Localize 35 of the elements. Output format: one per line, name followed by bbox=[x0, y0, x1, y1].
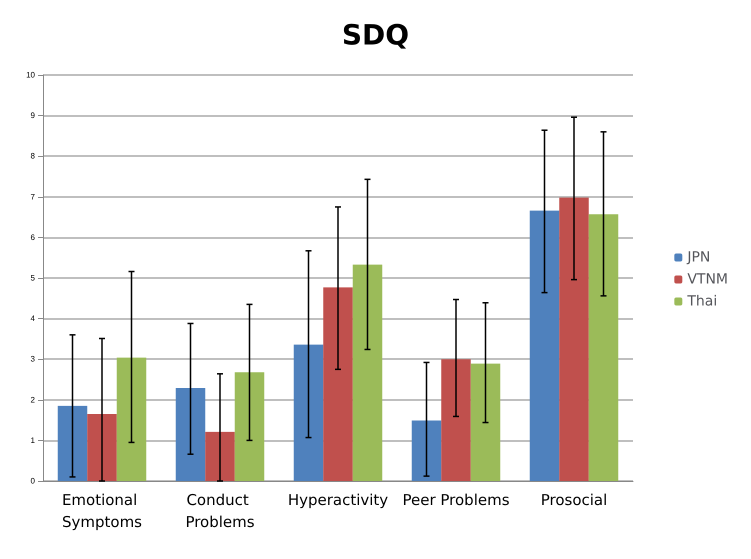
x-tick-label: Conduct Problems bbox=[185, 491, 255, 531]
y-tick-label: 7 bbox=[30, 192, 36, 202]
bar bbox=[58, 406, 88, 481]
bar bbox=[294, 344, 324, 481]
legend-label: Thai bbox=[686, 294, 718, 310]
y-tick-label: 10 bbox=[26, 70, 36, 80]
y-tick-label: 6 bbox=[30, 232, 36, 242]
bar bbox=[588, 214, 618, 481]
legend-label: VTNM bbox=[687, 272, 728, 288]
legend-label: JPN bbox=[686, 250, 710, 266]
bar bbox=[412, 420, 442, 481]
bar bbox=[352, 264, 382, 481]
chart-title: SDQ bbox=[342, 18, 410, 52]
y-tick-label: 3 bbox=[30, 354, 36, 364]
bar bbox=[176, 388, 206, 481]
bar bbox=[323, 287, 353, 481]
bar bbox=[116, 358, 146, 481]
bar bbox=[470, 364, 500, 481]
x-tick-label: Peer Problems bbox=[402, 491, 510, 509]
y-tick-label: 4 bbox=[30, 314, 36, 324]
y-tick-label: 9 bbox=[30, 111, 36, 120]
bar bbox=[559, 198, 589, 481]
x-tick-label: Prosocial bbox=[540, 491, 608, 509]
bar bbox=[87, 414, 117, 481]
y-tick-label: 5 bbox=[30, 274, 36, 282]
y-tick-label: 8 bbox=[30, 152, 36, 161]
y-tick-label: 1 bbox=[30, 436, 36, 445]
bar bbox=[530, 210, 560, 481]
bar bbox=[234, 372, 264, 481]
y-tick-label: 2 bbox=[30, 395, 36, 404]
bar bbox=[441, 359, 471, 481]
x-tick-label: Hyperactivity bbox=[288, 491, 388, 509]
bar bbox=[205, 432, 235, 481]
y-tick-label: 0 bbox=[30, 476, 36, 486]
x-tick-label: Emotional Symptoms bbox=[62, 491, 142, 531]
